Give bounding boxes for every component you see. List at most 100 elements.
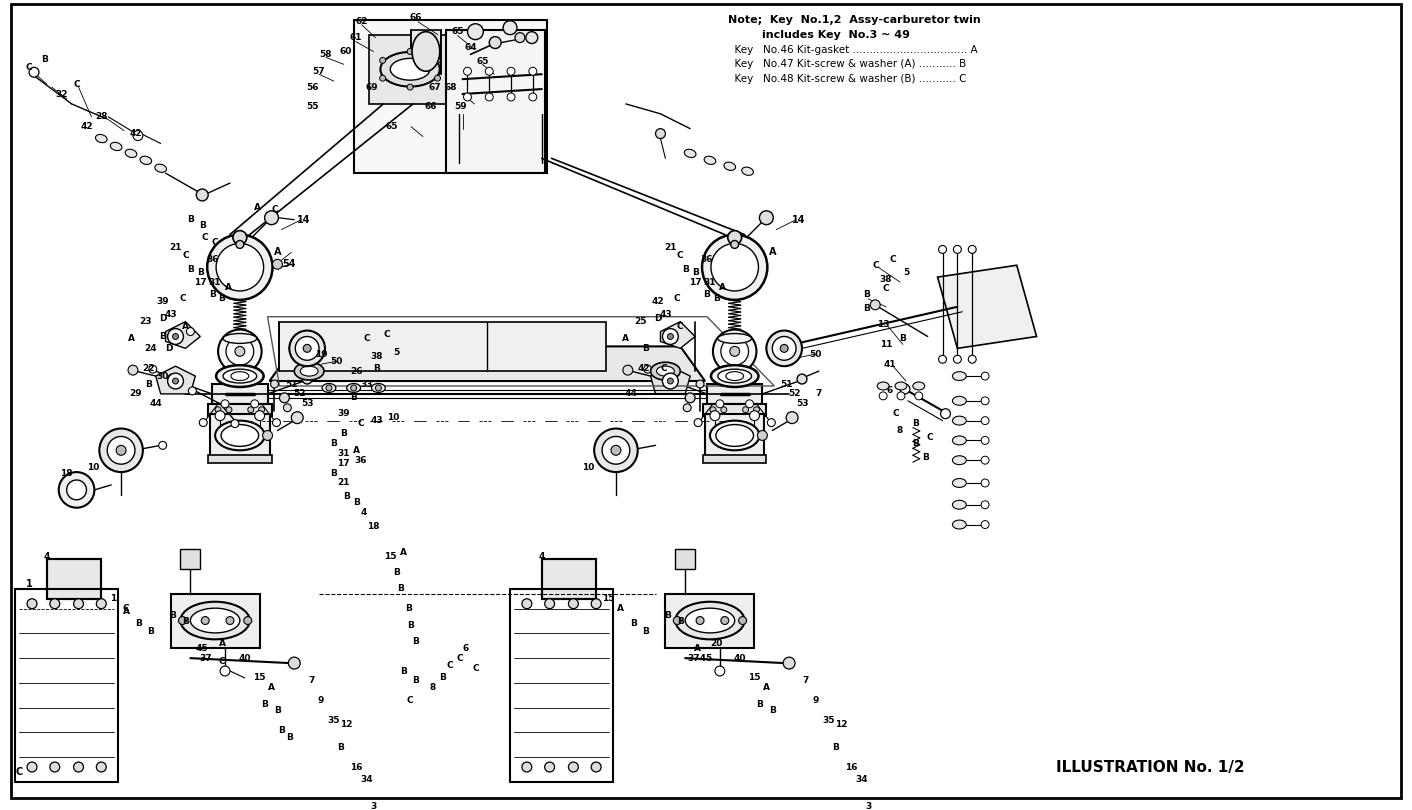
Circle shape: [202, 616, 209, 625]
Text: 4: 4: [360, 508, 367, 517]
Text: 65: 65: [476, 57, 489, 66]
Text: 33: 33: [360, 380, 373, 389]
Circle shape: [754, 407, 760, 413]
Circle shape: [380, 58, 385, 63]
Ellipse shape: [140, 156, 151, 164]
Text: B: B: [899, 334, 907, 343]
Text: 18: 18: [61, 468, 73, 478]
Ellipse shape: [717, 369, 751, 383]
Ellipse shape: [657, 366, 675, 376]
Text: 11: 11: [880, 340, 892, 349]
Text: B: B: [136, 619, 143, 628]
Text: 21: 21: [169, 243, 182, 252]
Circle shape: [743, 407, 748, 413]
Text: 65: 65: [385, 122, 398, 131]
Text: C: C: [456, 654, 463, 663]
Circle shape: [683, 404, 690, 411]
Bar: [703, 455, 767, 463]
Circle shape: [503, 21, 517, 35]
Text: C: C: [363, 334, 370, 343]
Text: includes Key  No.3 ~ 49: includes Key No.3 ~ 49: [762, 30, 911, 40]
Circle shape: [668, 334, 674, 339]
Circle shape: [435, 75, 441, 81]
Text: 20: 20: [710, 639, 723, 648]
Ellipse shape: [223, 334, 257, 343]
Text: 5: 5: [393, 347, 400, 357]
Circle shape: [767, 330, 802, 366]
Text: 18: 18: [367, 522, 380, 531]
Text: C: C: [892, 409, 899, 418]
Circle shape: [730, 347, 740, 356]
Text: 54: 54: [282, 259, 297, 269]
Circle shape: [96, 762, 106, 772]
Circle shape: [592, 762, 602, 772]
Circle shape: [710, 407, 716, 413]
Text: C: C: [357, 419, 364, 428]
Text: B: B: [261, 700, 268, 710]
Bar: [210, 414, 270, 457]
Circle shape: [49, 762, 59, 772]
Circle shape: [716, 400, 724, 407]
Circle shape: [738, 616, 747, 625]
Circle shape: [486, 93, 493, 101]
Text: B: B: [209, 291, 216, 300]
Ellipse shape: [110, 143, 121, 151]
Text: 9: 9: [318, 697, 325, 706]
Circle shape: [220, 666, 230, 676]
Circle shape: [222, 400, 229, 407]
Circle shape: [714, 666, 724, 676]
Text: B: B: [664, 611, 671, 620]
Text: 55: 55: [306, 102, 318, 112]
Text: Note;  Key  No.1,2  Assy-carburetor twin: Note; Key No.1,2 Assy-carburetor twin: [727, 15, 980, 25]
Text: C: C: [674, 294, 681, 304]
Ellipse shape: [223, 369, 257, 383]
Circle shape: [781, 344, 788, 352]
Circle shape: [463, 93, 472, 101]
Text: 52: 52: [292, 390, 305, 399]
Text: 40: 40: [239, 654, 251, 663]
Text: 15: 15: [253, 673, 265, 683]
Text: ILLUSTRATION No. 1/2: ILLUSTRATION No. 1/2: [1056, 760, 1245, 774]
Text: C: C: [123, 604, 130, 613]
Text: B: B: [630, 619, 637, 628]
Text: 15: 15: [748, 673, 761, 683]
Ellipse shape: [191, 608, 240, 633]
Polygon shape: [270, 347, 705, 381]
Circle shape: [66, 480, 86, 500]
Polygon shape: [938, 265, 1036, 348]
Circle shape: [662, 374, 672, 384]
Circle shape: [939, 356, 946, 363]
Circle shape: [611, 446, 621, 455]
Ellipse shape: [155, 164, 167, 173]
Ellipse shape: [877, 382, 890, 390]
Circle shape: [49, 599, 59, 608]
Circle shape: [148, 365, 157, 373]
Circle shape: [288, 657, 301, 669]
Text: B: B: [343, 492, 350, 501]
Ellipse shape: [953, 456, 966, 465]
Circle shape: [530, 67, 537, 75]
Circle shape: [746, 400, 754, 407]
Circle shape: [722, 407, 727, 413]
Circle shape: [178, 616, 186, 625]
Circle shape: [27, 599, 37, 608]
Circle shape: [295, 336, 319, 360]
Text: 39: 39: [337, 409, 350, 418]
Ellipse shape: [953, 416, 966, 425]
Text: Key   No.46 Kit-gasket .................................. A: Key No.46 Kit-gasket ...................…: [727, 45, 977, 54]
Circle shape: [291, 411, 304, 424]
Text: 3: 3: [866, 802, 871, 810]
Text: C: C: [890, 255, 897, 264]
Bar: [705, 414, 764, 457]
Text: 10: 10: [88, 463, 100, 471]
Text: 60: 60: [339, 47, 352, 56]
Circle shape: [273, 259, 282, 269]
Circle shape: [695, 419, 702, 427]
Circle shape: [234, 347, 244, 356]
Text: 1: 1: [25, 579, 32, 589]
Circle shape: [116, 446, 126, 455]
Ellipse shape: [953, 396, 966, 405]
Polygon shape: [155, 366, 195, 394]
Text: 42: 42: [637, 364, 650, 373]
Circle shape: [96, 599, 106, 608]
